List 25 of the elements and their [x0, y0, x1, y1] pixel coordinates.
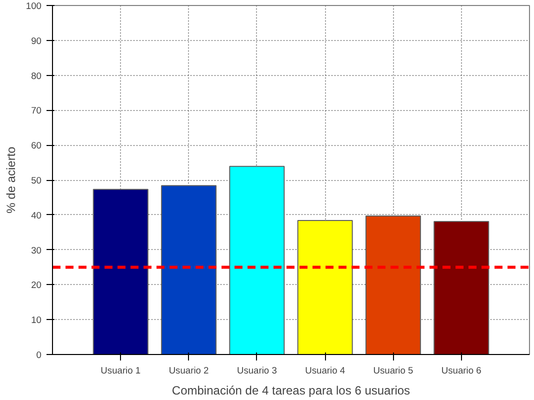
x-tick-label: Usuario 4: [305, 366, 346, 376]
y-tick-label: 20: [31, 280, 42, 290]
x-tick-label: Usuario 6: [441, 366, 482, 376]
y-tick-label: 90: [31, 36, 42, 46]
y-tick-label: 30: [31, 245, 42, 256]
y-tick-label: 60: [31, 140, 42, 151]
y-tick-label: 100: [26, 1, 42, 11]
y-tick-label: 80: [31, 70, 42, 81]
y-tick-label: 0: [36, 350, 42, 360]
bar: [434, 221, 490, 354]
y-tick-label: 50: [31, 176, 42, 186]
bar: [161, 185, 217, 354]
x-tick-label: Usuario 2: [168, 366, 209, 376]
bar: [365, 215, 421, 354]
y-tick-label: 10: [31, 315, 42, 326]
x-axis-title: Combinación de 4 tareas para los 6 usuarios: [172, 384, 410, 398]
y-axis-title: % de acierto: [4, 146, 18, 214]
x-tick-label: Usuario 5: [373, 366, 414, 376]
y-tick-label: 70: [31, 106, 42, 116]
x-tick-label: Usuario 1: [100, 366, 141, 376]
bar: [297, 220, 353, 354]
y-tick-label: 40: [31, 210, 42, 220]
bar: [229, 166, 285, 354]
x-tick-label: Usuario 3: [236, 366, 277, 376]
bar: [92, 188, 148, 354]
